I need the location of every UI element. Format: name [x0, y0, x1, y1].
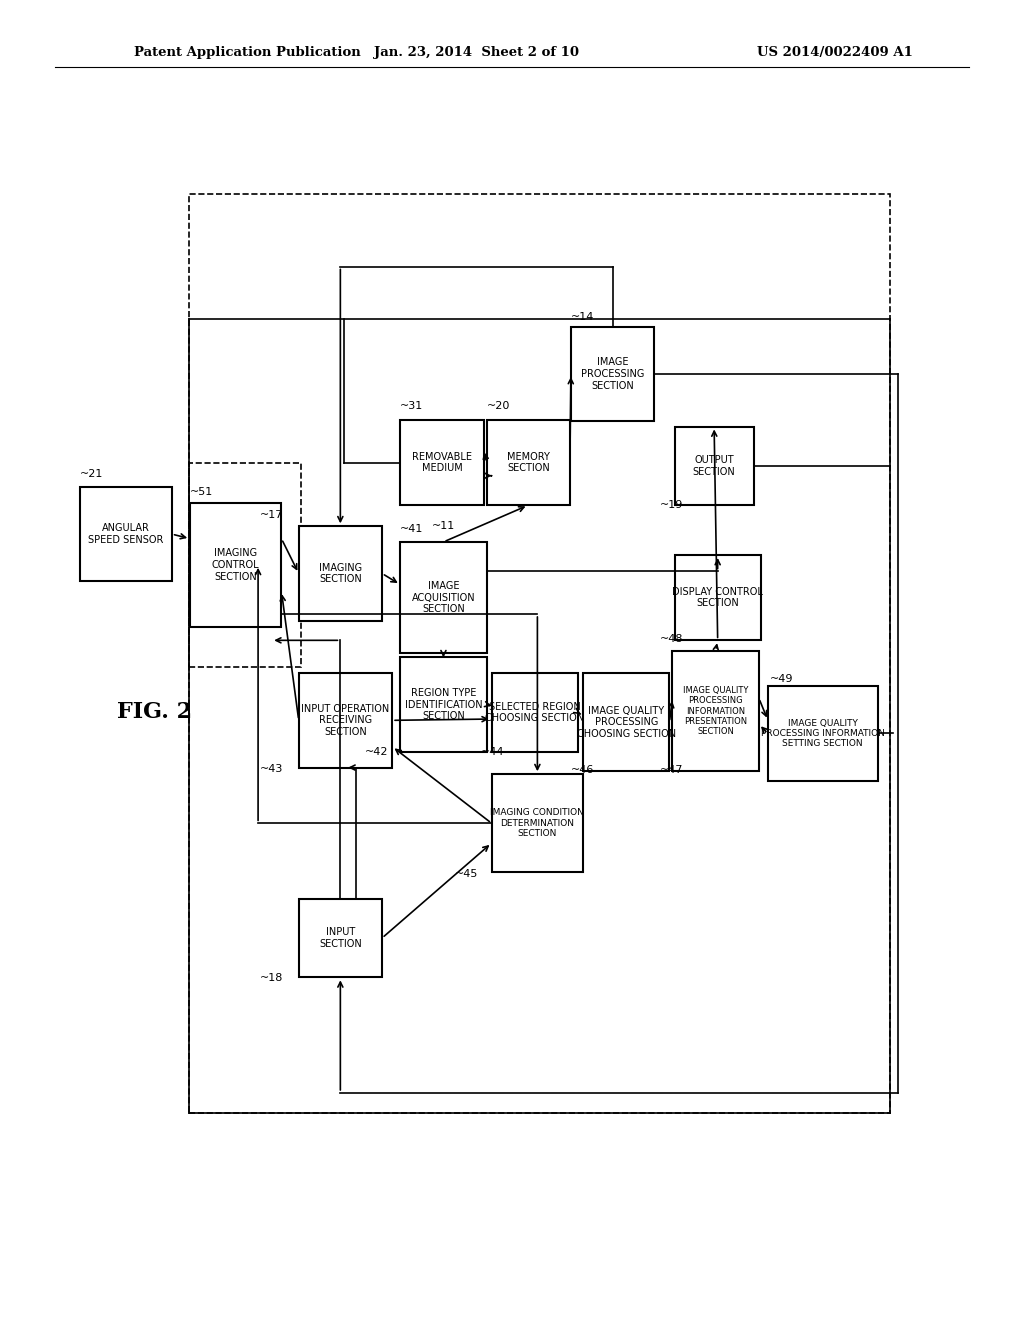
Text: ~20: ~20 — [486, 401, 510, 411]
Text: ~43: ~43 — [260, 764, 284, 774]
Bar — [190, 503, 282, 627]
Text: SELECTED REGION
CHOOSING SECTION: SELECTED REGION CHOOSING SECTION — [485, 702, 585, 723]
Text: DISPLAY CONTROL
SECTION: DISPLAY CONTROL SECTION — [672, 587, 763, 609]
Text: ~21: ~21 — [80, 469, 103, 479]
Text: IMAGE QUALITY
PROCESSING
CHOOSING SECTION: IMAGE QUALITY PROCESSING CHOOSING SECTIO… — [577, 706, 676, 739]
Bar — [299, 899, 382, 977]
Bar — [571, 327, 654, 421]
Text: US 2014/0022409 A1: US 2014/0022409 A1 — [758, 46, 913, 59]
Text: ~11: ~11 — [432, 521, 455, 532]
Text: ~45: ~45 — [455, 869, 478, 879]
Text: IMAGING
SECTION: IMAGING SECTION — [318, 562, 361, 585]
Bar — [486, 420, 570, 506]
Text: ~18: ~18 — [260, 973, 284, 982]
Bar — [400, 657, 486, 752]
Text: ~49: ~49 — [770, 673, 794, 684]
Text: ANGULAR
SPEED SENSOR: ANGULAR SPEED SENSOR — [88, 523, 164, 545]
Bar — [583, 673, 670, 771]
Text: ~42: ~42 — [365, 747, 388, 758]
Bar — [299, 527, 382, 620]
Bar — [189, 194, 890, 1113]
Bar — [299, 673, 392, 767]
Bar — [80, 487, 172, 581]
Text: REMOVABLE
MEDIUM: REMOVABLE MEDIUM — [412, 451, 472, 474]
Text: ~31: ~31 — [400, 401, 424, 411]
Text: IMAGE QUALITY
PROCESSING
INFORMATION
PRESENTATION
SECTION: IMAGE QUALITY PROCESSING INFORMATION PRE… — [683, 686, 749, 737]
Text: ~17: ~17 — [260, 510, 284, 520]
Bar — [675, 426, 754, 506]
Text: INPUT
SECTION: INPUT SECTION — [319, 927, 361, 949]
Bar — [675, 556, 761, 640]
Text: REGION TYPE
IDENTIFICATION
SECTION: REGION TYPE IDENTIFICATION SECTION — [404, 688, 482, 721]
Text: ~19: ~19 — [660, 500, 684, 511]
Text: ~14: ~14 — [571, 312, 594, 322]
Text: IMAGING
CONTROL
SECTION: IMAGING CONTROL SECTION — [212, 548, 259, 582]
Text: MEMORY
SECTION: MEMORY SECTION — [507, 451, 550, 474]
Text: IMAGE
ACQUISITION
SECTION: IMAGE ACQUISITION SECTION — [412, 581, 475, 614]
Text: OUTPUT
SECTION: OUTPUT SECTION — [693, 455, 735, 477]
Text: Patent Application Publication: Patent Application Publication — [134, 46, 360, 59]
Text: Jan. 23, 2014  Sheet 2 of 10: Jan. 23, 2014 Sheet 2 of 10 — [374, 46, 579, 59]
Bar — [400, 543, 486, 653]
Text: IMAGE
PROCESSING
SECTION: IMAGE PROCESSING SECTION — [581, 358, 644, 391]
Bar — [400, 420, 483, 506]
Text: INPUT OPERATION
RECEIVING
SECTION: INPUT OPERATION RECEIVING SECTION — [301, 704, 389, 737]
Bar — [673, 651, 759, 771]
Text: IMAGING CONDITION
DETERMINATION
SECTION: IMAGING CONDITION DETERMINATION SECTION — [490, 808, 585, 838]
Bar — [492, 774, 583, 873]
Text: ~41: ~41 — [400, 524, 424, 535]
Text: IMAGE QUALITY
PROCESSING INFORMATION
SETTING SECTION: IMAGE QUALITY PROCESSING INFORMATION SET… — [761, 718, 885, 748]
Text: ~44: ~44 — [480, 747, 504, 758]
Bar — [768, 686, 878, 780]
Text: FIG. 2: FIG. 2 — [117, 701, 193, 723]
Bar — [189, 463, 301, 667]
Text: ~46: ~46 — [571, 766, 594, 775]
Text: ~47: ~47 — [660, 766, 684, 775]
Bar — [492, 673, 578, 752]
Text: ~51: ~51 — [190, 487, 213, 498]
Text: ~48: ~48 — [660, 635, 684, 644]
